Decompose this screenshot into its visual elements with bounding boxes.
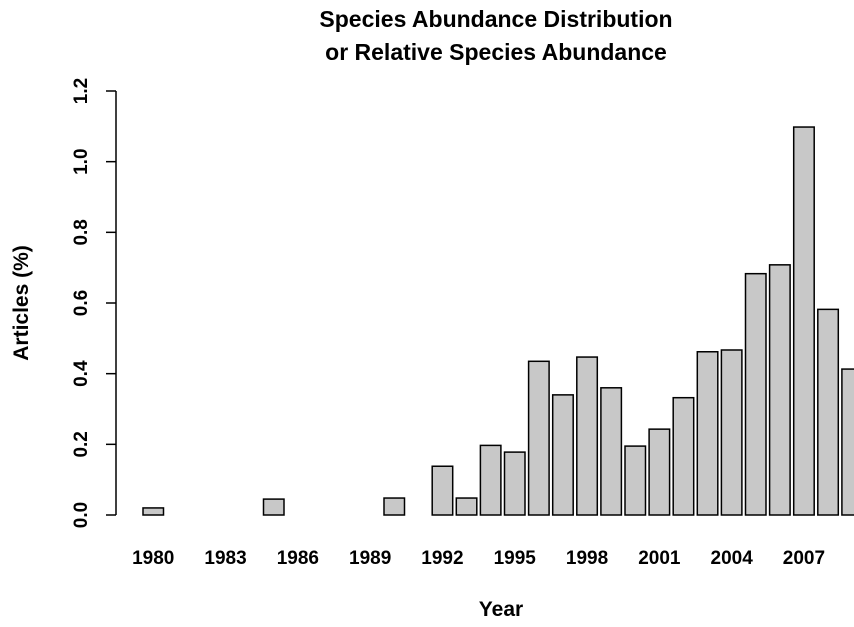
x-tick-label: 2001 — [638, 548, 681, 569]
x-tick-label: 2007 — [783, 548, 825, 569]
bar-1985 — [262, 498, 285, 516]
chart-subtitle: or Relative Species Abundance — [325, 39, 667, 65]
bars — [142, 126, 854, 516]
bar-2000 — [624, 445, 647, 516]
bar-1992 — [431, 465, 454, 516]
bar-1980 — [142, 507, 165, 516]
bar-2009 — [841, 368, 854, 516]
bar-2004 — [720, 349, 743, 516]
x-tick-label: 1989 — [349, 548, 391, 569]
bar-1994 — [479, 444, 502, 516]
bar-1999 — [600, 387, 623, 516]
y-tick-label: 0.0 — [71, 502, 92, 528]
y-tick-label: 0.2 — [71, 431, 92, 457]
x-tick-label: 1995 — [494, 548, 537, 569]
bar-2008 — [817, 308, 840, 516]
bar-1993 — [455, 497, 478, 516]
y-axis: 0.0 0.2 0.4 0.6 0.8 1.0 1.2 — [71, 78, 117, 528]
bar-2007 — [792, 126, 815, 516]
y-tick-label: 0.4 — [71, 360, 92, 387]
bar-1996 — [527, 360, 550, 516]
bar-2006 — [768, 264, 791, 516]
chart-title: Species Abundance Distribution — [319, 6, 672, 32]
x-axis-label: Year — [479, 598, 523, 621]
x-tick-label: 1998 — [566, 548, 608, 569]
x-tick-label: 1983 — [204, 548, 246, 569]
y-tick-label: 0.8 — [71, 219, 92, 245]
y-axis-label: Articles (%) — [10, 245, 33, 361]
x-tick-label: 1986 — [277, 548, 319, 569]
y-tick-label: 1.2 — [71, 78, 92, 104]
x-tick-label: 1992 — [421, 548, 463, 569]
bar-1990 — [383, 497, 406, 516]
bar-2005 — [744, 272, 767, 516]
x-tick-label: 1980 — [132, 548, 174, 569]
bar-1998 — [576, 356, 599, 516]
bar-2002 — [672, 396, 695, 516]
bar-2003 — [696, 351, 719, 516]
x-tick-labels: 1980 1983 1986 1989 1992 1995 1998 2001 2004 2007 — [132, 548, 825, 569]
x-tick-label: 2004 — [711, 548, 754, 569]
y-tick-label: 1.0 — [71, 148, 92, 174]
bar-2001 — [648, 428, 671, 516]
bar-1995 — [503, 451, 526, 516]
bar-1997 — [551, 394, 574, 516]
y-tick-label: 0.6 — [71, 290, 92, 316]
